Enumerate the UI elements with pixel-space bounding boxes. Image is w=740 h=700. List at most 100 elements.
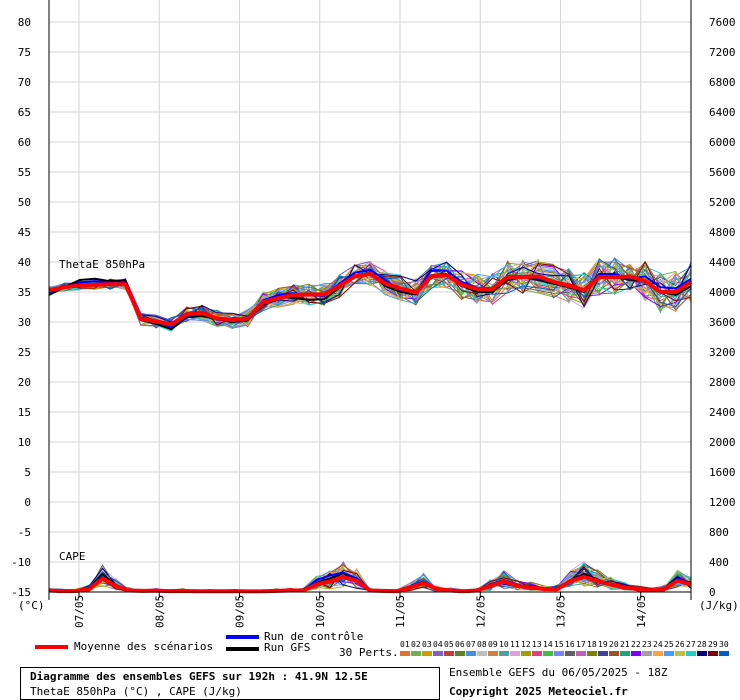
series-cape-line: [48, 575, 692, 594]
title-box: Diagramme des ensembles GEFS sur 192h : …: [20, 667, 440, 700]
pert-swatch: [433, 651, 443, 656]
left-axis-unit: (°C): [18, 599, 45, 612]
x-tick-label: 08/05: [153, 595, 166, 628]
left-tick-label: 55: [18, 166, 31, 179]
main-series-lines: [48, 268, 693, 594]
right-tick-label: 2000: [709, 436, 736, 449]
pert-number: 19: [598, 640, 608, 649]
pert-number: 29: [708, 640, 718, 649]
pert-number: 30: [719, 640, 729, 649]
pert-number: 03: [422, 640, 432, 649]
pert-number: 12: [521, 640, 531, 649]
pert-swatch: [499, 651, 509, 656]
pert-thetae-line: [48, 258, 692, 329]
perts-label: 30 Perts.: [339, 646, 399, 659]
pert-swatch: [477, 651, 487, 656]
pert-swatch: [642, 651, 652, 656]
pert-number: 23: [642, 640, 652, 649]
pert-number: 24: [653, 640, 663, 649]
right-tick-label: 3200: [709, 346, 736, 359]
left-tick-label: 60: [18, 136, 31, 149]
pert-number: 18: [587, 640, 597, 649]
left-tick-label: 35: [18, 286, 31, 299]
pert-number: 01: [400, 640, 410, 649]
pert-number: 08: [477, 640, 487, 649]
pert-swatch: [664, 651, 674, 656]
pert-number: 17: [576, 640, 586, 649]
left-tick-label: 0: [24, 496, 31, 509]
right-tick-label: 2800: [709, 376, 736, 389]
x-axis-ticks: 07/05 08/05 09/05 10/05 11/05 12/05 13/05 14/05: [73, 592, 648, 628]
right-tick-label: 4000: [709, 286, 736, 299]
pert-number: 15: [554, 640, 564, 649]
pert-number: 05: [444, 640, 454, 649]
pert-number: 07: [466, 640, 476, 649]
pert-swatch: [576, 651, 586, 656]
left-tick-label: 45: [18, 226, 31, 239]
left-tick-label: 20: [18, 376, 31, 389]
left-tick-label: 75: [18, 46, 31, 59]
pert-number: 14: [543, 640, 553, 649]
pert-swatch: [444, 651, 454, 656]
pert-swatch: [455, 651, 465, 656]
pert-number: 16: [565, 640, 575, 649]
left-tick-label: 30: [18, 316, 31, 329]
left-tick-label: 65: [18, 106, 31, 119]
pert-swatch: [411, 651, 421, 656]
footer-title: Diagramme des ensembles GEFS sur 192h : …: [30, 670, 368, 683]
pert-swatch: [719, 651, 729, 656]
pert-swatch: [488, 651, 498, 656]
pert-swatch: [543, 651, 553, 656]
right-tick-label: 6400: [709, 106, 736, 119]
pert-swatch: [675, 651, 685, 656]
right-tick-label: 6800: [709, 76, 736, 89]
gfs-legend-label: Run GFS: [264, 641, 311, 654]
left-tick-label: 25: [18, 346, 31, 359]
pert-number: 02: [411, 640, 421, 649]
right-tick-label: 3600: [709, 316, 736, 329]
control-swatch: [226, 635, 259, 639]
pert-number: 25: [664, 640, 674, 649]
cape-annotation: CAPE: [59, 550, 86, 563]
right-axis-ticks: 7600720068006400600056005200480044004000…: [709, 16, 736, 599]
pert-thetae-line: [48, 258, 692, 326]
pert-number: 22: [631, 640, 641, 649]
x-tick-label: 10/05: [314, 595, 327, 628]
right-tick-label: 400: [709, 556, 729, 569]
pert-swatch: [510, 651, 520, 656]
right-tick-label: 7600: [709, 16, 736, 29]
right-tick-label: 4400: [709, 256, 736, 269]
left-tick-label: -5: [18, 526, 31, 539]
left-tick-label: 40: [18, 256, 31, 269]
pert-number: 06: [455, 640, 465, 649]
pert-swatch: [422, 651, 432, 656]
right-tick-label: 6000: [709, 136, 736, 149]
mean-swatch: [35, 645, 68, 649]
x-tick-label: 12/05: [474, 595, 487, 628]
pert-number: 27: [686, 640, 696, 649]
x-tick-label: 07/05: [73, 595, 86, 628]
pert-swatch: [598, 651, 608, 656]
gfs-swatch: [226, 647, 259, 651]
footer-subtitle: ThetaE 850hPa (°C) , CAPE (J/kg): [30, 685, 242, 698]
pert-swatch: [653, 651, 663, 656]
pert-swatch: [554, 651, 564, 656]
mean-legend-label: Moyenne des scénarios: [74, 640, 214, 653]
pert-swatch: [466, 651, 476, 656]
pert-number: 04: [433, 640, 443, 649]
pert-swatch: [708, 651, 718, 656]
pert-swatch: [697, 651, 707, 656]
control-legend-label: Run de contrôle: [264, 630, 364, 643]
right-tick-label: 800: [709, 526, 729, 539]
left-tick-label: -10: [11, 556, 31, 569]
run-info: Ensemble GEFS du 06/05/2025 - 18Z: [449, 666, 668, 679]
copyright: Copyright 2025 Meteociel.fr: [449, 685, 628, 698]
pert-number: 21: [620, 640, 630, 649]
x-tick-label: 11/05: [394, 595, 407, 628]
right-tick-label: 1200: [709, 496, 736, 509]
pert-swatch: [620, 651, 630, 656]
x-tick-label: 13/05: [555, 595, 568, 628]
pert-swatch: [565, 651, 575, 656]
